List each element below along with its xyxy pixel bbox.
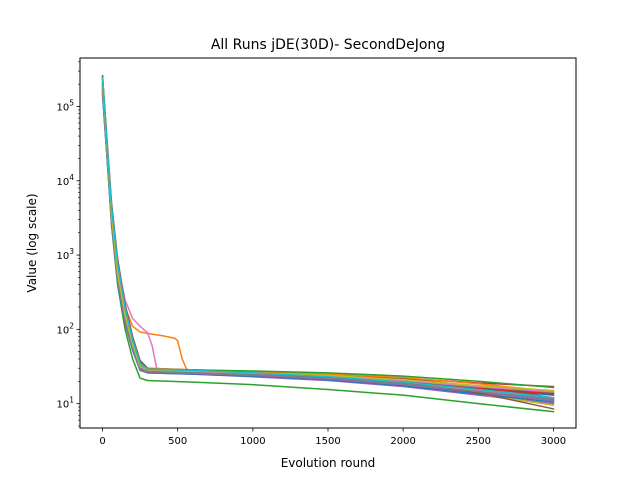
- y-tick-label: 104: [56, 173, 74, 188]
- x-tick-label: 2000: [390, 436, 415, 447]
- x-axis: 0 500 1000 1500 2000 2500 3000: [99, 428, 566, 447]
- y-tick-label: 101: [56, 396, 74, 411]
- x-tick-label: 2500: [466, 436, 491, 447]
- x-tick-label: 1500: [315, 436, 340, 447]
- y-tick-label: 102: [56, 321, 74, 336]
- series-layer: [101, 74, 555, 413]
- y-tick-label: 105: [56, 99, 74, 114]
- x-tick-label: 1000: [240, 436, 265, 447]
- x-tick-label: 500: [168, 436, 187, 447]
- x-axis-label: Evolution round: [281, 456, 376, 470]
- series-line-20: [101, 76, 555, 399]
- y-tick-label: 103: [56, 247, 74, 262]
- chart-title: All Runs jDE(30D)- SecondDeJong: [211, 37, 445, 53]
- x-tick-label: 0: [99, 436, 105, 447]
- y-axis: 101 102 103 104 105: [56, 61, 80, 427]
- x-tick-label: 3000: [541, 436, 566, 447]
- series-line-19: [101, 82, 555, 392]
- y-axis-label: Value (log scale): [25, 193, 39, 292]
